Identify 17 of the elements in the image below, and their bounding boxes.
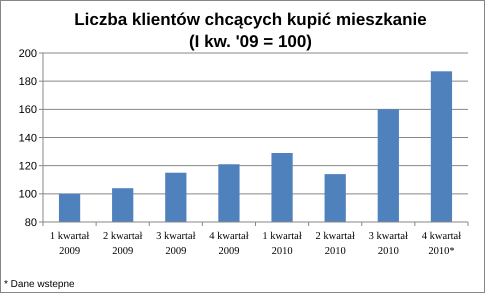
x-tick-label: 2 kwartał 2009: [103, 231, 142, 257]
x-tick-label: 4 kwartał 2010*: [422, 231, 462, 257]
x-tick-label: 1 kwartał 2009: [50, 231, 90, 257]
y-tick-label: 140: [18, 132, 37, 144]
y-tick-label: 180: [18, 76, 37, 88]
x-tick-label: 2 kwartał 2010: [316, 231, 355, 257]
chart-title: Liczba klientów chcących kupić mieszkanie (I kw. '09 = 100): [74, 10, 427, 51]
y-tick-label: 100: [18, 188, 37, 201]
y-tick-label: 120: [18, 160, 37, 173]
x-tick-label: 1 kwartał 2010: [262, 231, 302, 257]
y-tick-label: 200: [18, 48, 37, 60]
x-tick-label: 4 kwartał 2009: [209, 231, 249, 257]
y-tick-label: 160: [18, 104, 37, 116]
x-tick-label: 3 kwartał 2009: [156, 231, 196, 257]
text: * Dane wstepne: [4, 279, 76, 290]
y-tick-label: 80: [24, 216, 37, 229]
x-tick-label: 3 kwartał 2010: [368, 231, 408, 257]
